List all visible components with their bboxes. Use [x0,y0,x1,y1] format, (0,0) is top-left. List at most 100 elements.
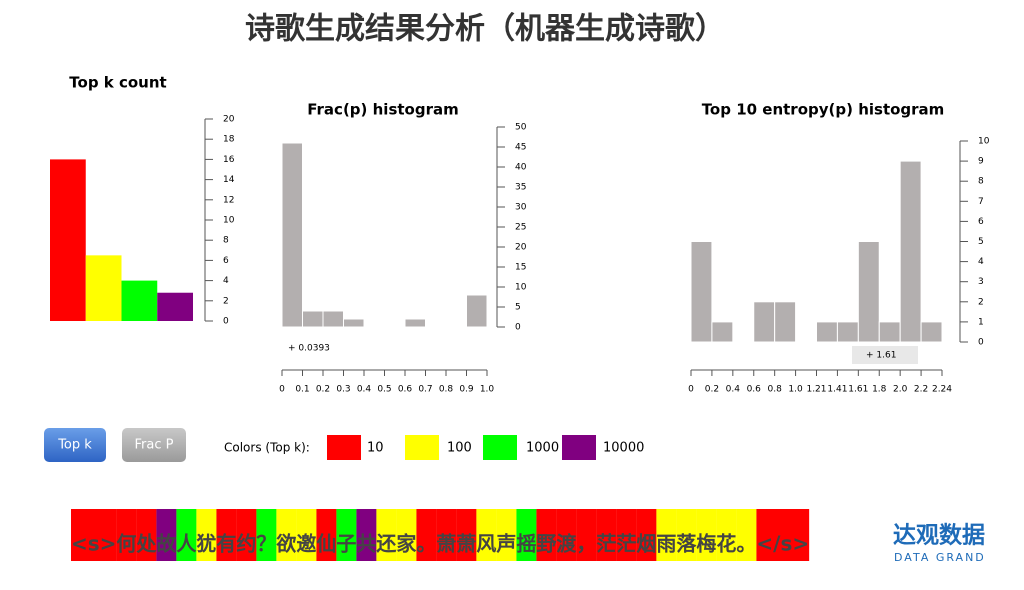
histogram-bar [899,160,922,343]
x-tick-label: 0.8 [439,385,454,395]
histogram-bar [281,142,303,328]
token: 故 [156,532,177,556]
token: 欲 [275,532,296,556]
histogram-bar [343,318,365,328]
token-background [216,509,237,561]
histogram-bar [836,321,859,343]
y-tick-label: 0 [978,338,984,348]
histogram-bar [466,294,488,328]
token: 子 [336,532,356,556]
token: 茫 [596,532,616,556]
histogram-bar [404,318,426,328]
histogram-bar [322,310,344,328]
annotation-box [852,346,918,364]
histogram-bar [774,301,797,343]
token-background [456,509,477,561]
token-background [416,509,437,561]
token: <s> [71,532,116,556]
button-label[interactable]: Frac P [135,438,174,453]
token-background [656,509,677,561]
token-background [136,509,157,561]
y-tick-label: 5 [978,237,984,247]
chart-title: Top k count [69,74,166,92]
token: 花 [716,532,736,556]
y-tick-label: 12 [223,195,234,205]
y-tick-label: 2 [978,297,984,307]
token: 烟 [636,532,656,556]
x-tick-label: 0.8 [768,385,783,395]
histogram-bar [753,301,776,343]
x-tick-label: 2.0 [893,385,908,395]
x-tick-label: 0.9 [459,385,474,395]
y-tick-label: 10 [223,216,235,226]
token: 萧 [456,532,476,556]
token-background [396,509,417,561]
x-tick-label: 0.4 [357,385,372,395]
button[interactable] [122,428,186,462]
token: 梅 [696,532,716,556]
token: 约 [236,532,256,556]
token-background [276,509,297,561]
y-tick-label: 45 [515,143,526,153]
token: ， [576,532,596,556]
token-background [476,509,497,561]
token: 雨 [656,532,676,556]
y-tick-label: 6 [223,256,229,266]
legend-item-label: 10 [367,441,384,456]
legend-swatch [327,435,361,460]
y-tick-label: 5 [515,303,521,313]
y-tick-label: 0 [515,323,521,333]
y-tick-label: 10 [515,283,527,293]
token-background [576,509,597,561]
x-tick-label: 1.0 [480,385,495,395]
y-tick-label: 2 [223,296,229,306]
token-background [436,509,457,561]
histogram-bar [878,321,901,343]
legend-label: Colors (Top k): [224,441,310,455]
button[interactable] [44,428,106,462]
token: 邀 [296,532,316,556]
token: 茫 [616,532,636,556]
y-tick-label: 20 [515,243,527,253]
token: 渡 [556,532,577,556]
logo-name: 达观数据 [893,523,985,549]
y-tick-label: 40 [515,163,527,173]
legend-swatch [562,435,596,460]
token: 。 [736,532,756,556]
y-tick-label: 50 [515,123,527,133]
token-background [116,509,137,561]
x-tick-label: 0.3 [336,385,350,395]
token: 萧 [436,532,456,556]
x-tick-label: 1.21 [806,385,826,395]
token: 声 [495,532,516,556]
y-tick-label: 7 [978,197,984,207]
legend-swatch [405,435,439,460]
chart-title: Top 10 entropy(p) histogram [702,101,945,119]
token-background [256,509,277,561]
histogram-bar [690,241,713,343]
token: 共 [356,532,376,556]
token-background [556,509,577,561]
button-label[interactable]: Top k [57,438,92,453]
annotation: + 0.0393 [288,344,330,354]
token: 落 [676,532,697,556]
bar [85,255,122,321]
legend-item-label: 100 [447,441,472,456]
x-tick-label: 0.7 [418,385,432,395]
bar [157,292,193,321]
chart-title: Frac(p) histogram [307,101,458,119]
y-tick-label: 4 [978,257,984,267]
token: 还 [375,532,397,556]
x-tick-label: 0.2 [316,385,330,395]
legend-item-label: 10000 [603,441,644,456]
y-tick-label: 0 [223,317,229,327]
token-background [356,509,377,561]
y-tick-label: 18 [223,135,235,145]
legend-item-label: 1000 [526,441,559,456]
token: 仙 [316,532,336,556]
y-tick-label: 8 [978,177,984,187]
y-tick-label: 3 [978,277,984,287]
token: 处 [135,532,157,556]
logo-subtitle: DATA GRAND [894,551,986,564]
histogram-bar [920,321,943,343]
